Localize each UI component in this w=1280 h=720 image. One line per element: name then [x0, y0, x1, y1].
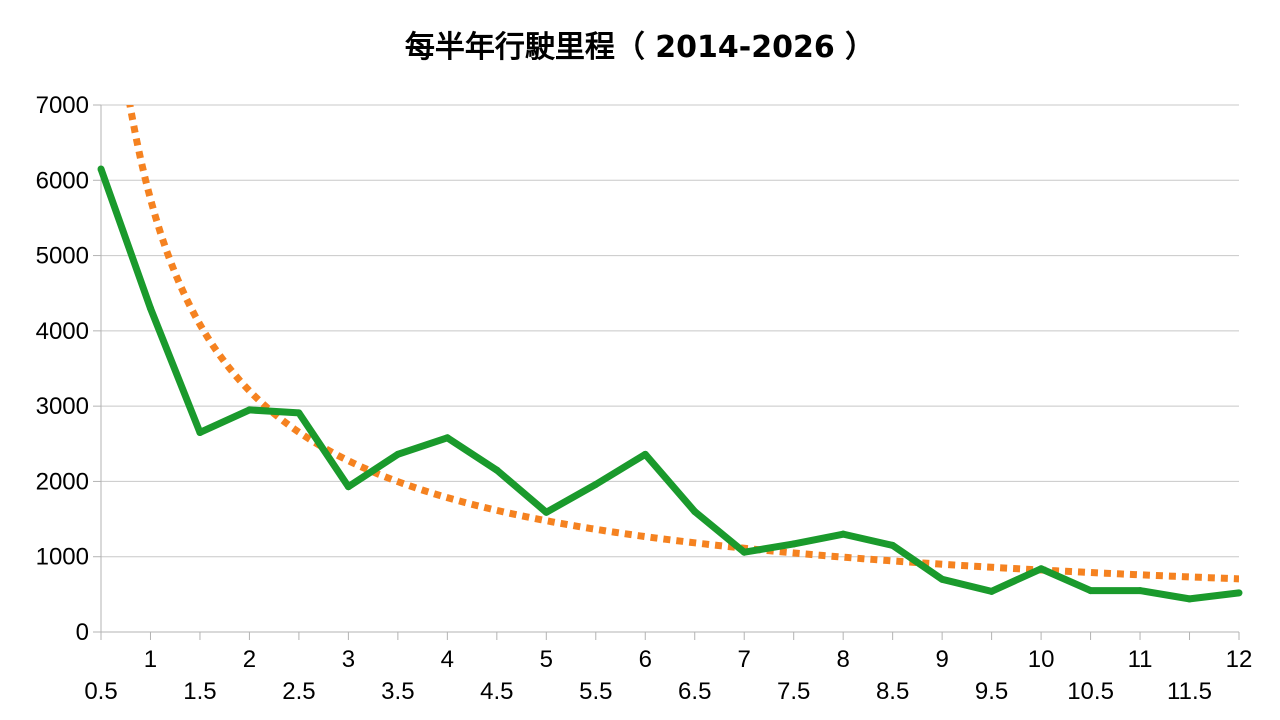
series-layer: [97, 105, 1243, 603]
series-line: [97, 167, 1240, 603]
y-tick-label: 5000: [36, 243, 89, 270]
data-point: [1235, 589, 1243, 597]
data-point: [1186, 595, 1194, 603]
x-tick-label: 3.5: [381, 678, 414, 705]
data-point: [592, 480, 600, 488]
y-tick-label: 3000: [36, 393, 89, 420]
data-point: [938, 575, 946, 583]
x-tick-label: 7: [738, 646, 751, 673]
x-tick-label: 8: [836, 646, 849, 673]
gridlines: [101, 104, 1239, 558]
data-point: [889, 541, 897, 549]
data-point: [790, 540, 798, 548]
x-tick-label: 6: [639, 646, 652, 673]
x-tick-label: 10: [1028, 646, 1055, 673]
x-tick-label: 5.5: [579, 678, 612, 705]
x-tick-label: 2: [243, 646, 256, 673]
x-tick-label: 4: [441, 646, 454, 673]
x-tick-label: 2.5: [282, 678, 315, 705]
data-point: [493, 466, 501, 474]
axes: [93, 104, 1240, 640]
data-point: [1087, 587, 1095, 595]
x-tick-label: 1.5: [183, 678, 216, 705]
data-point: [691, 508, 699, 516]
data-point: [295, 409, 303, 417]
data-point: [97, 165, 105, 173]
y-tick-label: 7000: [36, 92, 89, 119]
y-tick-label: 0: [76, 619, 89, 646]
y-tick-label: 6000: [36, 167, 89, 194]
y-tick-label: 1000: [36, 544, 89, 571]
data-point: [245, 406, 253, 414]
x-tick-label: 1: [144, 646, 157, 673]
data-point: [443, 434, 451, 442]
x-tick-label: 10.5: [1067, 678, 1114, 705]
x-tick-label: 11: [1128, 646, 1153, 673]
data-point: [988, 587, 996, 595]
x-tick-label: 7.5: [777, 678, 810, 705]
trendline: [126, 105, 1239, 583]
x-tick-label: 5: [540, 646, 553, 673]
chart-title: 每半年行駛里程（ 2014-2026 ）: [404, 30, 876, 65]
x-tick-label: 11.5: [1167, 678, 1212, 705]
y-tick-label: 4000: [36, 318, 89, 345]
x-tick-label: 4.5: [480, 678, 513, 705]
data-point: [1136, 587, 1144, 595]
data-point: [344, 483, 352, 491]
data-point: [740, 548, 748, 556]
x-tick-label: 3: [342, 646, 355, 673]
x-tick-label: 12: [1226, 646, 1253, 673]
data-point: [1037, 565, 1045, 573]
data-point: [641, 450, 649, 458]
data-point: [196, 428, 204, 436]
x-tick-label: 8.5: [876, 678, 909, 705]
x-tick-label: 9: [935, 646, 948, 673]
x-tick-label: 9.5: [975, 678, 1008, 705]
data-point: [146, 304, 154, 312]
x-tick-label: 0.5: [84, 678, 117, 705]
x-tick-label: 6.5: [678, 678, 711, 705]
data-point: [394, 450, 402, 458]
y-tick-label: 2000: [36, 468, 89, 495]
data-point: [542, 508, 550, 516]
data-point: [839, 530, 847, 538]
